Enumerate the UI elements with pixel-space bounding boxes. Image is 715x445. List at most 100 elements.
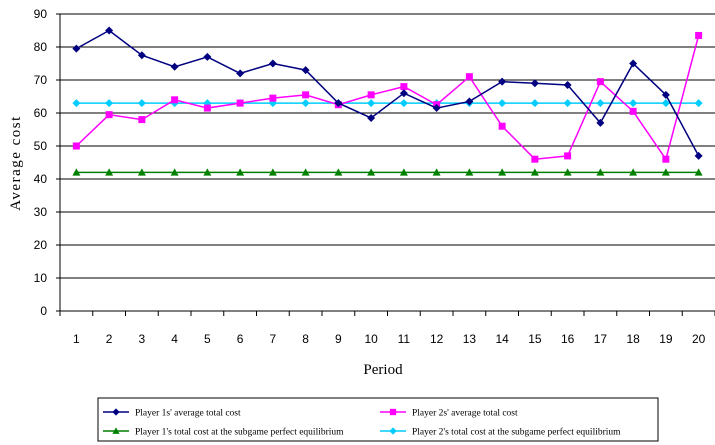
- series-2-point: [662, 155, 670, 163]
- series-1-point: [203, 52, 212, 61]
- series-2-point: [531, 155, 539, 163]
- series-3-point: [596, 168, 605, 176]
- x-tick-label: 20: [692, 332, 706, 346]
- y-tick-label: 60: [34, 106, 48, 120]
- series-1-point: [170, 62, 179, 71]
- series-1-line: [76, 29, 700, 157]
- series-2-point: [400, 83, 408, 91]
- series-2-point: [596, 78, 604, 86]
- series-1-point: [563, 80, 572, 89]
- legend-item-1: Player 1s' average total cost: [103, 408, 241, 419]
- x-tick-label: 14: [495, 332, 509, 346]
- series-3-point: [465, 168, 474, 176]
- series-4-point: [367, 99, 376, 108]
- series-2-point: [302, 91, 310, 99]
- series-4-point: [105, 99, 114, 108]
- legend-label: Player 1's total cost at the subgame per…: [135, 427, 344, 438]
- x-tick-label: 10: [364, 332, 378, 346]
- series-1-point: [72, 44, 81, 53]
- x-tick-label: 19: [659, 332, 673, 346]
- legend-item-2: Player 2s' average total cost: [380, 409, 518, 419]
- series-4-point: [563, 99, 572, 108]
- series-2-point: [498, 122, 506, 130]
- y-tick-label: 20: [34, 238, 48, 252]
- x-tick-label: 13: [463, 332, 477, 346]
- x-tick-label: 1: [73, 332, 80, 346]
- series-1-point: [236, 69, 245, 78]
- series-2-point: [138, 116, 146, 124]
- x-tick-label: 6: [237, 332, 244, 346]
- series-4-point: [72, 99, 81, 108]
- legend-box: [97, 397, 659, 442]
- series-3-point: [661, 168, 670, 176]
- series-3-point: [432, 168, 441, 176]
- series-2: [72, 31, 703, 163]
- series-4-point: [596, 99, 605, 108]
- x-tick-label: 8: [302, 332, 309, 346]
- legend-swatch-marker: [112, 427, 120, 434]
- series-2-point: [465, 73, 473, 81]
- series-1-point: [694, 151, 703, 160]
- series-4-point: [661, 99, 670, 108]
- y-tick-label: 30: [34, 205, 48, 219]
- series-1-point: [661, 90, 670, 99]
- series-1-point: [268, 59, 277, 68]
- x-axis-title: Period: [363, 362, 403, 378]
- series-2-point: [629, 107, 637, 115]
- series-4-point: [301, 99, 310, 108]
- series-1-point: [498, 77, 507, 86]
- x-tick-label: 12: [430, 332, 444, 346]
- series-3: [72, 168, 703, 176]
- series-3-point: [367, 168, 376, 176]
- series-1-point: [432, 104, 441, 113]
- series-3-point: [105, 168, 114, 176]
- series-4-point: [399, 99, 408, 108]
- series-1-point: [596, 118, 605, 127]
- y-tick-label: 10: [34, 271, 48, 285]
- series-2-point: [105, 111, 113, 119]
- series-3-point: [236, 168, 245, 176]
- series-1-point: [105, 26, 114, 35]
- series-3-point: [137, 168, 146, 176]
- x-tick-label: 2: [106, 332, 113, 346]
- series-1-point: [629, 59, 638, 68]
- x-tick-label: 18: [626, 332, 640, 346]
- x-tick-label: 15: [528, 332, 542, 346]
- series-1-point: [334, 99, 343, 108]
- series-2-line: [75, 35, 700, 161]
- series-2-point: [269, 94, 277, 102]
- series-4-point: [498, 99, 507, 108]
- y-axis-title: Average cost: [8, 115, 24, 211]
- legend-label: Player 2s' average total cost: [412, 409, 518, 419]
- y-tick-label: 90: [34, 7, 48, 21]
- series-4-point: [694, 99, 703, 108]
- y-tick-label: 70: [34, 73, 48, 87]
- series-3-point: [203, 168, 212, 176]
- legend-label: Player 2's total cost at the subgame per…: [412, 427, 621, 438]
- series-3-point: [629, 168, 638, 176]
- series-1-point: [137, 51, 146, 60]
- series-3-point: [72, 168, 81, 176]
- legend-item-3: Player 1's total cost at the subgame per…: [103, 427, 344, 438]
- series-2-point: [236, 99, 244, 107]
- series-3-point: [301, 168, 310, 176]
- series-3-point: [334, 168, 343, 176]
- y-tick-label: 50: [34, 139, 48, 153]
- series-2-point: [695, 31, 703, 39]
- series-3-point: [563, 168, 572, 176]
- series-3-point: [694, 168, 703, 176]
- x-tick-label: 16: [561, 332, 575, 346]
- legend-swatch-marker: [112, 408, 120, 416]
- legend-swatch-marker: [389, 427, 397, 435]
- series-1-point: [530, 79, 539, 88]
- grid-layer: [60, 13, 715, 279]
- legend-swatch-marker: [389, 408, 397, 416]
- x-tick-label: 9: [335, 332, 342, 346]
- series-2-point: [203, 104, 211, 112]
- y-tick-label: 80: [34, 40, 48, 54]
- y-tick-label: 0: [40, 304, 47, 318]
- series-layer: [72, 26, 703, 176]
- series-3-point: [268, 168, 277, 176]
